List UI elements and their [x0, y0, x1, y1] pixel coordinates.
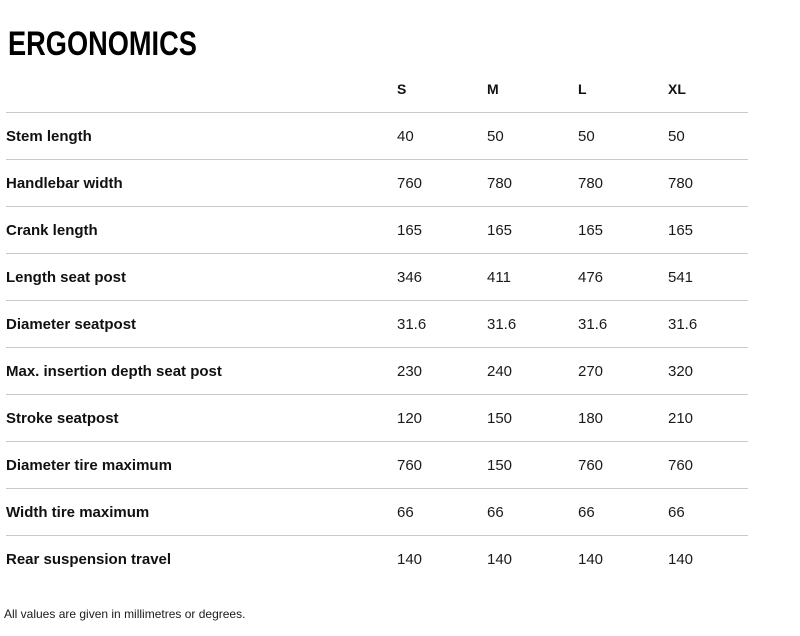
row-value: 66 [668, 488, 748, 536]
table-row: Diameter seatpost 31.6 31.6 31.6 31.6 [6, 300, 748, 348]
row-value: 780 [668, 159, 748, 207]
row-value: 230 [397, 347, 487, 395]
size-column-header-m: M [487, 66, 578, 113]
row-value: 165 [397, 206, 487, 254]
row-value: 66 [397, 488, 487, 536]
row-value: 120 [397, 394, 487, 442]
row-label: Crank length [6, 206, 397, 254]
row-value: 180 [578, 394, 668, 442]
row-value: 165 [578, 206, 668, 254]
row-value: 31.6 [668, 300, 748, 348]
size-column-header-xl: XL [668, 66, 748, 113]
table-row: Width tire maximum 66 66 66 66 [6, 488, 748, 536]
table-row: Diameter tire maximum 760 150 760 760 [6, 441, 748, 489]
row-value: 760 [397, 159, 487, 207]
row-value: 31.6 [487, 300, 578, 348]
page-title: ERGONOMICS [8, 24, 197, 63]
row-value: 50 [668, 112, 748, 160]
table-row: Length seat post 346 411 476 541 [6, 253, 748, 301]
row-value: 240 [487, 347, 578, 395]
row-value: 140 [668, 550, 694, 568]
row-value: 50 [578, 112, 668, 160]
table-row: Stem length 40 50 50 50 [6, 112, 748, 160]
spec-table-header: S M L XL [6, 66, 748, 113]
row-label: Width tire maximum [6, 488, 397, 536]
row-label: Stem length [6, 112, 397, 160]
spec-table-body: Stem length 40 50 50 50 Handlebar width … [6, 112, 748, 583]
ergonomics-spec-table: S M L XL Stem length 40 50 50 50 Handleb… [6, 66, 748, 582]
row-value: 411 [487, 253, 578, 301]
row-label: Max. insertion depth seat post [6, 347, 397, 395]
row-value: 541 [668, 253, 748, 301]
row-value: 476 [578, 253, 668, 301]
row-label: Rear suspension travel [6, 550, 172, 568]
table-row: Rear suspension travel 140 140 140 140 [6, 536, 748, 583]
row-label: Stroke seatpost [6, 394, 397, 442]
row-value: 165 [668, 206, 748, 254]
row-label: Handlebar width [6, 159, 397, 207]
size-column-header-l: L [578, 66, 668, 113]
row-value: 210 [668, 394, 748, 442]
row-value: 31.6 [397, 300, 487, 348]
units-footnote: All values are given in millimetres or d… [4, 607, 246, 621]
row-value: 760 [668, 441, 748, 489]
table-row: Handlebar width 760 780 780 780 [6, 159, 748, 207]
size-column-header-s: S [397, 66, 487, 113]
row-value: 140 [578, 550, 604, 568]
table-row: Max. insertion depth seat post 230 240 2… [6, 347, 748, 395]
row-value: 270 [578, 347, 668, 395]
row-value: 320 [668, 347, 748, 395]
row-value: 66 [487, 488, 578, 536]
row-label: Length seat post [6, 253, 397, 301]
table-row: Stroke seatpost 120 150 180 210 [6, 394, 748, 442]
row-value: 31.6 [578, 300, 668, 348]
row-label: Diameter tire maximum [6, 441, 397, 489]
row-value: 165 [487, 206, 578, 254]
row-value: 140 [397, 550, 423, 568]
header-spacer-cell [6, 66, 397, 113]
header-row: S M L XL [6, 66, 748, 113]
row-value: 140 [487, 550, 513, 568]
row-value: 760 [578, 441, 668, 489]
row-value: 40 [397, 112, 487, 160]
row-value: 150 [487, 441, 578, 489]
row-value: 760 [397, 441, 487, 489]
row-value: 780 [578, 159, 668, 207]
row-value: 50 [487, 112, 578, 160]
row-value: 66 [578, 488, 668, 536]
row-value: 150 [487, 394, 578, 442]
row-value: 780 [487, 159, 578, 207]
row-label: Diameter seatpost [6, 300, 397, 348]
table-row: Crank length 165 165 165 165 [6, 206, 748, 254]
row-value: 346 [397, 253, 487, 301]
